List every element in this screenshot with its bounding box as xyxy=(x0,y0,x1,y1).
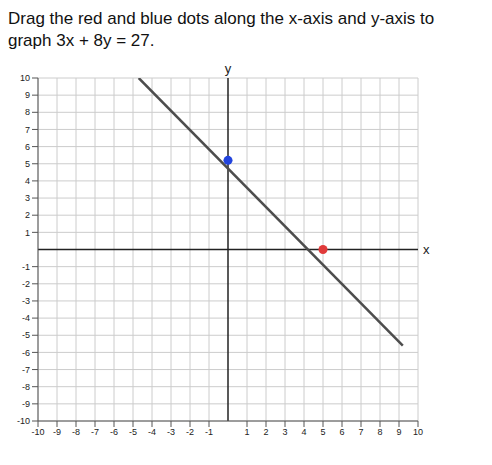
svg-text:-3: -3 xyxy=(22,296,30,306)
svg-text:-9: -9 xyxy=(22,399,30,409)
svg-text:4: 4 xyxy=(25,176,30,186)
svg-text:-6: -6 xyxy=(22,348,30,358)
svg-text:10: 10 xyxy=(20,73,30,83)
svg-text:-5: -5 xyxy=(22,330,30,340)
svg-text:3: 3 xyxy=(282,427,287,437)
svg-text:1: 1 xyxy=(244,427,249,437)
svg-text:2: 2 xyxy=(25,210,30,220)
svg-text:6: 6 xyxy=(25,142,30,152)
svg-text:-2: -2 xyxy=(22,279,30,289)
svg-text:-6: -6 xyxy=(110,427,118,437)
svg-text:10: 10 xyxy=(413,427,423,437)
svg-text:-1: -1 xyxy=(22,262,30,272)
svg-text:-10: -10 xyxy=(31,427,44,437)
svg-text:9: 9 xyxy=(396,427,401,437)
svg-text:-2: -2 xyxy=(186,427,194,437)
svg-text:1: 1 xyxy=(25,228,30,238)
svg-text:-4: -4 xyxy=(22,313,30,323)
html-text:Drag the red and blue dots alo: Drag the red and blue dots along the x-a… xyxy=(8,9,435,50)
svg-text:-10: -10 xyxy=(17,416,30,426)
svg-text:3: 3 xyxy=(25,193,30,203)
svg-text:-8: -8 xyxy=(72,427,80,437)
svg-text:8: 8 xyxy=(25,107,30,117)
svg-text:-4: -4 xyxy=(148,427,156,437)
svg-text:x: x xyxy=(423,242,430,257)
svg-text:-1: -1 xyxy=(205,427,213,437)
svg-text:-5: -5 xyxy=(129,427,137,437)
svg-text:2: 2 xyxy=(263,427,268,437)
svg-text:4: 4 xyxy=(301,427,306,437)
svg-text:-7: -7 xyxy=(22,365,30,375)
svg-text:-7: -7 xyxy=(91,427,99,437)
svg-text:7: 7 xyxy=(25,125,30,135)
svg-text:-9: -9 xyxy=(53,427,61,437)
svg-text:5: 5 xyxy=(25,159,30,169)
svg-text:-3: -3 xyxy=(167,427,175,437)
svg-text:7: 7 xyxy=(358,427,363,437)
svg-text:8: 8 xyxy=(377,427,382,437)
svg-text:9: 9 xyxy=(25,90,30,100)
svg-text:-8: -8 xyxy=(22,382,30,392)
svg-text:y: y xyxy=(225,61,232,76)
svg-text:6: 6 xyxy=(339,427,344,437)
svg-text:5: 5 xyxy=(320,427,325,437)
